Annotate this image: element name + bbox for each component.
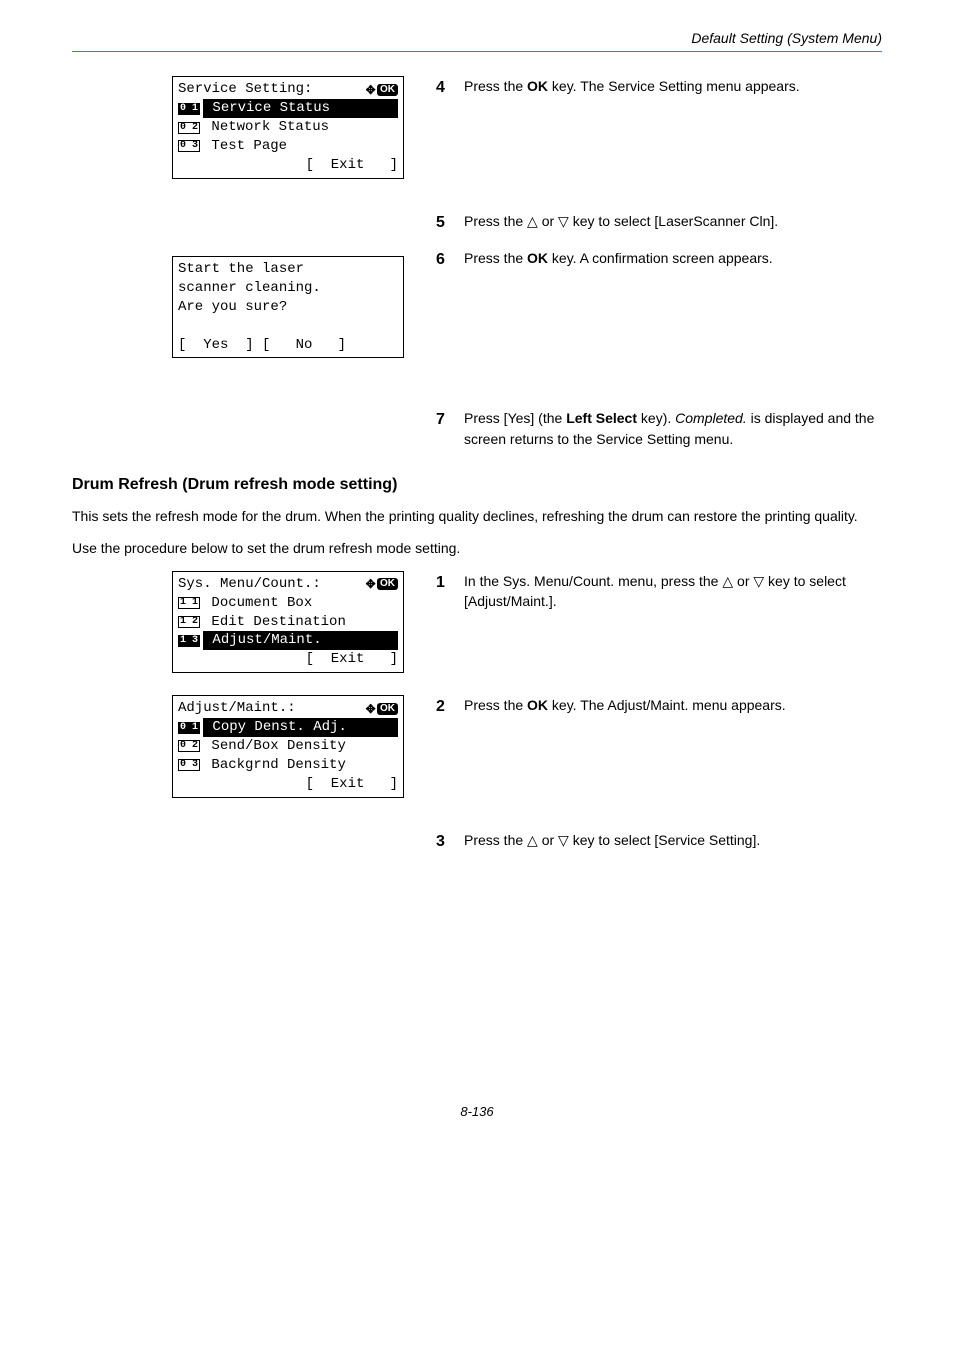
- exit-label: [ Exit ]: [306, 650, 398, 669]
- step-text: Press the △ or ▽ key to select [LaserSca…: [464, 211, 882, 231]
- lcd-line: Start the laser: [178, 260, 304, 279]
- lcd-adjust-maint: Adjust/Maint.: ✥ OK 0 1 Copy Denst. Adj.…: [172, 695, 404, 797]
- lcd-line: scanner cleaning.: [178, 279, 321, 298]
- lcd-title: Adjust/Maint.:: [178, 699, 366, 718]
- step-text: Press the OK key. The Adjust/Maint. menu…: [464, 695, 882, 715]
- item-label: Service Status: [203, 99, 398, 118]
- step-text: In the Sys. Menu/Count. menu, press the …: [464, 571, 882, 612]
- t: key to select [LaserScanner Cln].: [569, 213, 778, 229]
- t: Left Select: [566, 410, 637, 426]
- nav-diamond-icon: ✥: [366, 701, 377, 717]
- t: Press [Yes] (the: [464, 410, 566, 426]
- section-paragraph: This sets the refresh mode for the drum.…: [72, 506, 882, 526]
- t: or: [538, 213, 558, 229]
- section-heading: Drum Refresh (Drum refresh mode setting): [72, 473, 882, 496]
- header-section-title: Default Setting (System Menu): [72, 28, 882, 48]
- exit-label: [ Exit ]: [306, 775, 398, 794]
- step-text: Press the △ or ▽ key to select [Service …: [464, 830, 882, 850]
- t: In the Sys. Menu/Count. menu, press the: [464, 573, 722, 589]
- item-label: Send/Box Density: [203, 737, 346, 756]
- item-label: Backgrnd Density: [203, 756, 346, 775]
- item-num: 0 3: [178, 759, 200, 771]
- step-number: 5: [436, 211, 464, 234]
- t: OK: [527, 78, 548, 94]
- t: Press the: [464, 250, 527, 266]
- section-paragraph: Use the procedure below to set the drum …: [72, 538, 882, 558]
- step-number: 3: [436, 830, 464, 853]
- item-num: 1 1: [178, 597, 200, 609]
- t: Press the: [464, 697, 527, 713]
- t: Completed.: [675, 410, 747, 426]
- t: key to select [Service Setting].: [569, 832, 760, 848]
- lcd-title: Service Setting:: [178, 80, 366, 99]
- item-label: Document Box: [203, 594, 312, 613]
- t: key).: [637, 410, 675, 426]
- nav-diamond-icon: ✥: [366, 82, 377, 98]
- t: or: [733, 573, 753, 589]
- t: Press the: [464, 832, 527, 848]
- lcd-sys-menu: Sys. Menu/Count.: ✥ OK 1 1 Document Box …: [172, 571, 404, 673]
- triangle-down-icon: ▽: [558, 213, 569, 229]
- t: or: [538, 832, 558, 848]
- header-rule: Default Setting (System Menu): [72, 28, 882, 52]
- ok-icon: OK: [377, 578, 398, 590]
- lcd-title: Sys. Menu/Count.:: [178, 575, 366, 594]
- item-num: 0 2: [178, 122, 200, 134]
- lcd-confirm: Start the laser scanner cleaning. Are yo…: [172, 256, 404, 358]
- t: key. The Adjust/Maint. menu appears.: [548, 697, 786, 713]
- item-label: Edit Destination: [203, 613, 346, 632]
- lcd-line: Are you sure?: [178, 298, 287, 317]
- t: OK: [527, 250, 548, 266]
- exit-label: [ Exit ]: [306, 156, 398, 175]
- step-text: Press the OK key. The Service Setting me…: [464, 76, 882, 96]
- step-text: Press [Yes] (the Left Select key). Compl…: [464, 408, 882, 449]
- ok-icon: OK: [377, 84, 398, 96]
- item-num: 0 2: [178, 740, 200, 752]
- triangle-down-icon: ▽: [753, 573, 764, 589]
- triangle-up-icon: △: [722, 573, 733, 589]
- t: key. A confirmation screen appears.: [548, 250, 773, 266]
- triangle-up-icon: △: [527, 213, 538, 229]
- item-num: 1 2: [178, 616, 200, 628]
- item-label: Copy Denst. Adj.: [203, 718, 398, 737]
- step-number: 7: [436, 408, 464, 431]
- t: OK: [527, 697, 548, 713]
- step-number: 6: [436, 248, 464, 271]
- step-number: 2: [436, 695, 464, 718]
- item-label: Test Page: [203, 137, 287, 156]
- lcd-buttons: [ Yes ] [ No ]: [178, 336, 346, 355]
- nav-diamond-icon: ✥: [366, 576, 377, 592]
- ok-icon: OK: [377, 703, 398, 715]
- item-num: 1 3: [178, 635, 200, 647]
- item-label: Adjust/Maint.: [203, 631, 398, 650]
- t: Press the: [464, 78, 527, 94]
- step-text: Press the OK key. A confirmation screen …: [464, 248, 882, 268]
- item-label: Network Status: [203, 118, 329, 137]
- step-number: 1: [436, 571, 464, 594]
- triangle-down-icon: ▽: [558, 832, 569, 848]
- lcd-service-setting: Service Setting: ✥ OK 0 1 Service Status…: [172, 76, 404, 178]
- triangle-up-icon: △: [527, 832, 538, 848]
- step-number: 4: [436, 76, 464, 99]
- t: Press the: [464, 213, 527, 229]
- item-num: 0 3: [178, 140, 200, 152]
- t: key. The Service Setting menu appears.: [548, 78, 800, 94]
- item-num: 0 1: [178, 103, 200, 115]
- item-num: 0 1: [178, 722, 200, 734]
- page-number: 8-136: [72, 1103, 882, 1122]
